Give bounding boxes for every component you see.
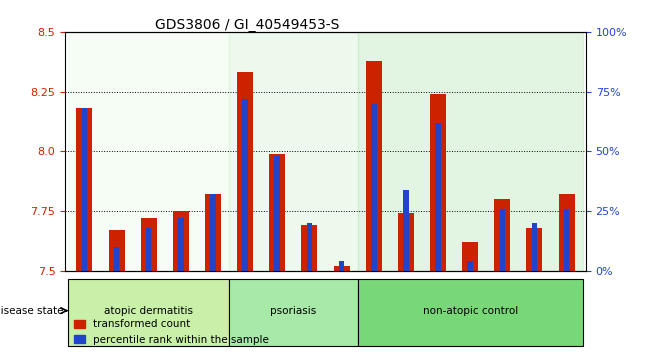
Bar: [210, 194, 215, 271]
Bar: [76, 108, 92, 271]
FancyBboxPatch shape: [229, 279, 357, 347]
Bar: [333, 266, 350, 271]
Bar: [114, 247, 119, 271]
Text: atopic dermatitis: atopic dermatitis: [104, 306, 193, 316]
Bar: [275, 156, 280, 271]
Bar: [462, 242, 478, 271]
Bar: [242, 99, 248, 271]
Bar: [430, 94, 446, 271]
Bar: [366, 61, 381, 271]
Bar: [564, 209, 570, 271]
Bar: [146, 228, 152, 271]
Bar: [398, 213, 414, 271]
Text: GDS3806 / GI_40549453-S: GDS3806 / GI_40549453-S: [155, 18, 340, 32]
FancyBboxPatch shape: [357, 279, 583, 347]
FancyBboxPatch shape: [68, 279, 229, 347]
Bar: [178, 218, 184, 271]
Bar: [205, 194, 221, 271]
Bar: [339, 261, 344, 271]
Bar: [141, 218, 157, 271]
Bar: [499, 209, 505, 271]
Bar: [270, 154, 285, 271]
Bar: [403, 189, 409, 271]
Legend: transformed count, percentile rank within the sample: transformed count, percentile rank withi…: [70, 315, 273, 349]
Bar: [307, 223, 312, 271]
Bar: [532, 223, 537, 271]
Bar: [357, 32, 583, 271]
Bar: [436, 123, 441, 271]
Text: disease state: disease state: [0, 306, 64, 316]
Bar: [68, 32, 229, 271]
Bar: [559, 194, 575, 271]
Bar: [173, 211, 189, 271]
Bar: [371, 104, 376, 271]
Bar: [237, 73, 253, 271]
Bar: [527, 228, 542, 271]
Bar: [81, 108, 87, 271]
Bar: [109, 230, 124, 271]
Bar: [301, 225, 318, 271]
Text: psoriasis: psoriasis: [270, 306, 316, 316]
Text: non-atopic control: non-atopic control: [422, 306, 518, 316]
Bar: [467, 261, 473, 271]
Bar: [494, 199, 510, 271]
Bar: [229, 32, 357, 271]
